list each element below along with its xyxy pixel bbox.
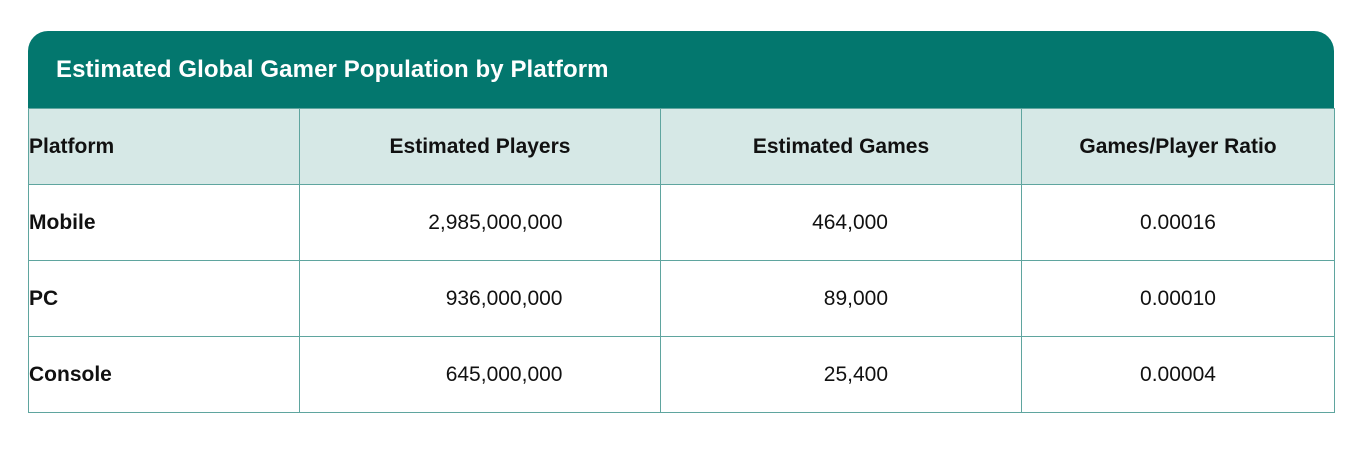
title-bar: Estimated Global Gamer Population by Pla… xyxy=(28,31,1334,108)
ratio-cell: 0.00016 xyxy=(1021,184,1335,261)
table-row: Console 645,000,000 25,400 0.00004 xyxy=(28,336,1335,413)
games-cell: 25,400 xyxy=(660,336,1022,413)
players-value: 645,000,000 xyxy=(445,362,563,386)
games-cell: 464,000 xyxy=(660,184,1022,261)
players-value: 2,985,000,000 xyxy=(428,210,563,234)
players-cell: 645,000,000 xyxy=(299,336,661,413)
platform-cell: Mobile xyxy=(28,184,300,261)
table-row: Mobile 2,985,000,000 464,000 0.00016 xyxy=(28,184,1335,261)
games-value: 25,400 xyxy=(823,362,888,386)
column-header-ratio: Games/Player Ratio xyxy=(1021,108,1335,185)
platform-cell: PC xyxy=(28,260,300,337)
players-cell: 936,000,000 xyxy=(299,260,661,337)
column-header-players: Estimated Players xyxy=(299,108,661,185)
ratio-value: 0.00010 xyxy=(1140,286,1216,310)
column-header-games: Estimated Games xyxy=(660,108,1022,185)
players-value: 936,000,000 xyxy=(445,286,563,310)
ratio-value: 0.00004 xyxy=(1140,362,1216,386)
header-row: Platform Estimated Players Estimated Gam… xyxy=(28,108,1335,185)
platform-cell: Console xyxy=(28,336,300,413)
ratio-value: 0.00016 xyxy=(1140,210,1216,234)
table-title: Estimated Global Gamer Population by Pla… xyxy=(56,55,609,83)
column-header-platform: Platform xyxy=(28,108,300,185)
games-value: 89,000 xyxy=(823,286,888,310)
ratio-cell: 0.00004 xyxy=(1021,336,1335,413)
players-cell: 2,985,000,000 xyxy=(299,184,661,261)
table-card: Estimated Global Gamer Population by Pla… xyxy=(28,31,1335,417)
games-cell: 89,000 xyxy=(660,260,1022,337)
ratio-cell: 0.00010 xyxy=(1021,260,1335,337)
table-row: PC 936,000,000 89,000 0.00010 xyxy=(28,260,1335,337)
games-value: 464,000 xyxy=(812,210,888,234)
data-table: Platform Estimated Players Estimated Gam… xyxy=(28,108,1335,413)
